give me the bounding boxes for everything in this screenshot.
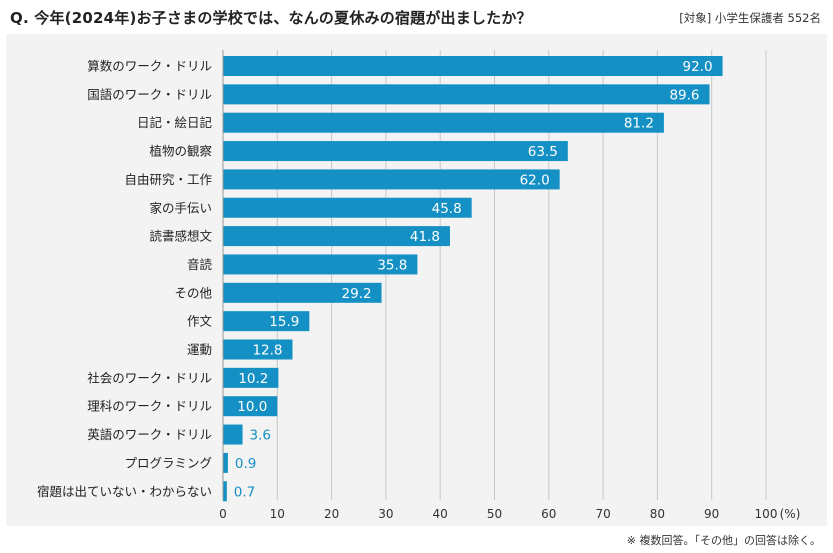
bar	[223, 396, 278, 417]
bar	[223, 452, 228, 473]
bar	[223, 56, 723, 76]
category-label: 自由研究・工作	[124, 172, 212, 187]
value-label: 10.0	[237, 399, 267, 415]
category-label: 英語のワーク・ドリル	[87, 427, 212, 442]
value-label: 10.2	[238, 371, 268, 387]
bar	[223, 424, 243, 445]
target-note: [対象] 小学生保護者 552名	[679, 11, 821, 25]
bar	[223, 367, 279, 388]
bar	[223, 197, 472, 218]
x-tick-label: 100	[755, 507, 778, 521]
category-label: 算数のワーク・ドリル	[87, 59, 212, 74]
x-tick-label: 70	[595, 507, 610, 521]
category-label: 社会のワーク・ドリル	[87, 370, 212, 385]
bar	[223, 169, 560, 190]
x-tick-label: 50	[487, 507, 502, 521]
x-tick-label: 30	[378, 507, 393, 521]
category-label: 国語のワーク・ドリル	[87, 87, 212, 102]
bar	[223, 282, 382, 303]
value-label: 81.2	[624, 116, 654, 132]
value-label: 29.2	[341, 286, 371, 302]
x-tick-label: 60	[541, 507, 556, 521]
value-label: 62.0	[520, 172, 550, 188]
bar	[223, 226, 450, 247]
value-label: 3.6	[250, 428, 271, 444]
value-label: 89.6	[669, 87, 699, 103]
x-tick-label: 0	[219, 507, 227, 521]
value-label: 45.8	[432, 201, 462, 217]
x-tick-label: 20	[324, 507, 339, 521]
bar	[223, 311, 310, 332]
bar	[223, 84, 710, 105]
value-label: 15.9	[269, 314, 299, 330]
category-label: 植物の観察	[149, 144, 212, 159]
chart-title: Q. 今年(2024年)お子さまの学校では、なんの夏休みの宿題が出ましたか？	[10, 9, 532, 27]
category-label: 作文	[187, 314, 213, 329]
value-label: 92.0	[682, 59, 712, 75]
value-label: 63.5	[528, 144, 558, 160]
bar	[223, 339, 293, 360]
value-label: 0.9	[235, 456, 256, 472]
x-tick-label: 10	[270, 507, 285, 521]
bar	[223, 141, 568, 162]
value-label: 41.8	[410, 229, 440, 245]
x-tick-label: 40	[433, 507, 448, 521]
category-label: 家の手伝い	[149, 200, 212, 215]
category-label: その他	[174, 285, 212, 300]
category-label: プログラミング	[124, 455, 212, 470]
category-label: 理科のワーク・ドリル	[87, 399, 212, 414]
footnote: ※ 複数回答。「その他」の回答は除く。	[626, 534, 821, 547]
category-label: 音読	[187, 257, 213, 272]
x-tick-label: 90	[704, 507, 719, 521]
category-label: 日記・絵日記	[137, 115, 212, 130]
bar	[223, 254, 418, 275]
x-tick-label: 80	[650, 507, 665, 521]
category-label: 読書感想文	[149, 229, 212, 244]
value-label: 0.7	[234, 484, 255, 500]
x-unit-label: (%)	[780, 507, 801, 521]
bar	[223, 112, 664, 133]
category-label: 運動	[187, 342, 212, 357]
bar	[223, 481, 227, 502]
value-label: 12.8	[252, 343, 282, 359]
value-label: 35.8	[377, 257, 407, 273]
category-label: 宿題は出ていない・わからない	[37, 484, 212, 499]
